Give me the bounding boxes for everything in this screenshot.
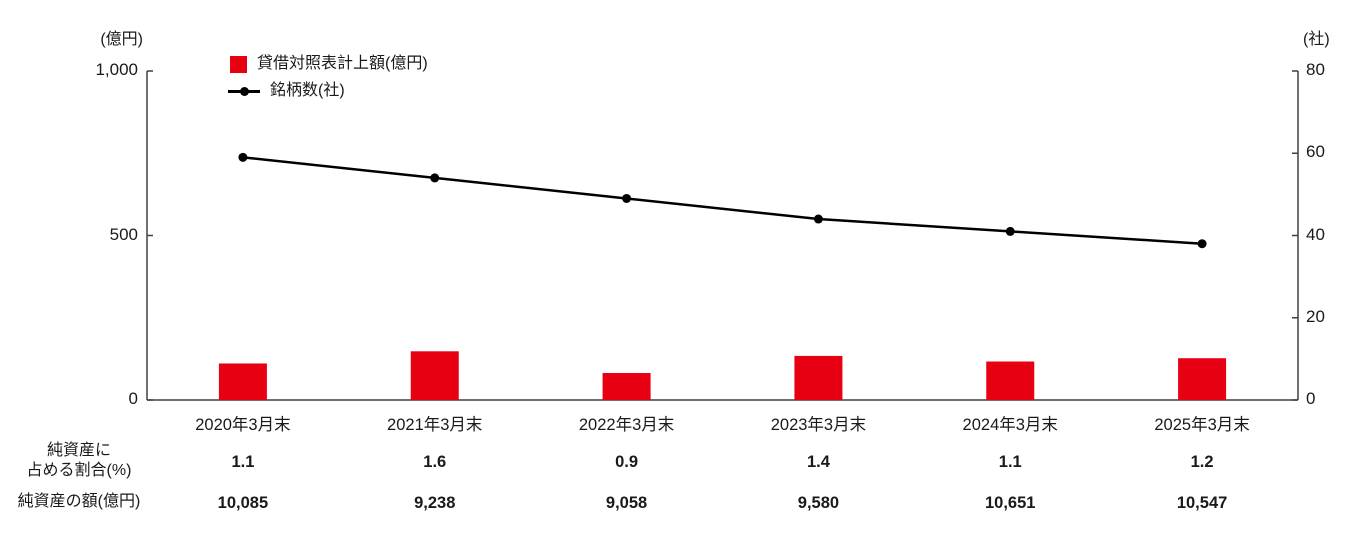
line-swatch-icon [228,81,260,101]
legend-item-bar: 貸借対照表計上額(億円) [228,54,428,74]
table-value-row2: 9,058 [605,494,648,512]
table-row-label-ratio-line1: 純資産に [46,442,111,459]
right-axis-tick-label: 20 [1306,306,1325,326]
right-axis-tick-label: 60 [1306,142,1325,162]
legend-label-bar: 貸借対照表計上額(億円) [257,55,428,72]
x-axis-label: 2022年3月末 [578,416,675,434]
right-axis-tick-label: 40 [1306,224,1325,244]
line-swatch-dot [239,86,249,96]
right-axis-tick-label: 80 [1306,60,1325,79]
line-point-2021年3月末 [430,173,440,183]
line-point-2022年3月末 [622,193,632,203]
line-point-2024年3月末 [1005,226,1015,236]
left-axis-tick-label: 500 [109,224,138,244]
x-axis-label: 2025年3月末 [1154,416,1250,434]
table-row-label-assets-line1: 純資産の額(億円) [17,493,141,510]
x-axis-label: 2020年3月末 [195,416,291,434]
right-axis-tick-label: 0 [1306,389,1316,408]
bar-2020年3月末 [218,363,267,400]
table-value-row1: 1.1 [231,453,255,471]
line-point-2020年3月末 [238,152,248,162]
left-axis-unit: (億円) [100,31,143,48]
left-axis-tick-label: 1,000 [95,60,138,79]
right-axis-unit: (社) [1303,31,1330,48]
bar-2025年3月末 [1178,358,1227,400]
table-value-row2: 10,651 [985,494,1036,512]
x-axis-label: 2023年3月末 [770,416,867,434]
line-series [242,156,1203,245]
bar-2024年3月末 [986,361,1035,400]
left-axis-tick-label: 0 [128,389,138,408]
table-row-label-assets: 純資産の額(億円) [12,492,146,512]
table-value-row1: 0.9 [615,453,639,471]
bar-2021年3月末 [410,351,459,400]
table-value-row2: 10,547 [1176,494,1228,512]
legend: 貸借対照表計上額(億円) 銘柄数(社) [228,54,428,101]
legend-label-line: 銘柄数(社) [270,82,345,99]
table-value-row2: 10,085 [217,494,269,512]
table-value-row1: 1.1 [998,453,1022,471]
bar-2022年3月末 [602,373,651,400]
table-value-row1: 1.4 [806,453,830,471]
bar-swatch-icon [230,55,247,73]
table-value-row1: 1.2 [1190,453,1214,471]
bar-2023年3月末 [794,355,843,400]
table-value-row2: 9,238 [414,494,456,512]
table-value-row1: 1.6 [423,453,447,471]
x-axis-label: 2021年3月末 [387,416,483,434]
table-value-row2: 9,580 [797,494,840,512]
line-point-2023年3月末 [813,214,823,224]
x-axis-label: 2024年3月末 [962,416,1058,434]
table-row-label-ratio-line2: 占める割合(%) [26,462,132,479]
line-point-2025年3月末 [1197,239,1207,249]
table-row-label-ratio: 純資産に 占める割合(%) [12,441,146,481]
legend-item-line: 銘柄数(社) [228,81,428,101]
